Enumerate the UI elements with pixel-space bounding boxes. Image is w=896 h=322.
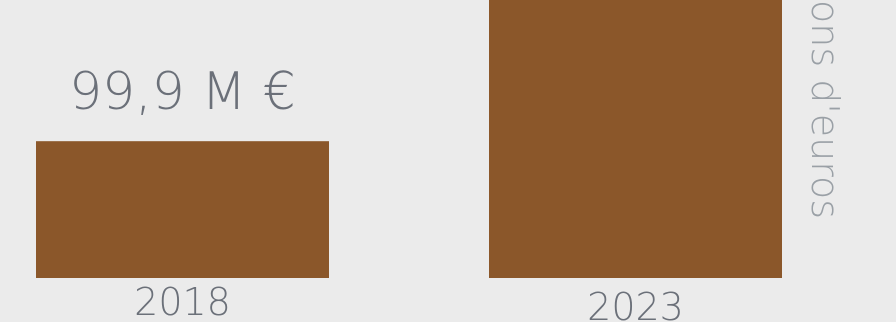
x-tick-label-2023: 2023 xyxy=(587,285,684,322)
x-tick-label-2018: 2018 xyxy=(134,280,231,322)
bar-2023 xyxy=(489,0,782,278)
data-label-2018: 99,9 M € xyxy=(69,62,296,122)
bars-group xyxy=(36,0,782,278)
bar-2018 xyxy=(36,141,329,278)
labels-group: 2018 99,9 M € 2023 xyxy=(69,62,684,322)
y-axis-label: ons d'euros xyxy=(803,0,847,219)
